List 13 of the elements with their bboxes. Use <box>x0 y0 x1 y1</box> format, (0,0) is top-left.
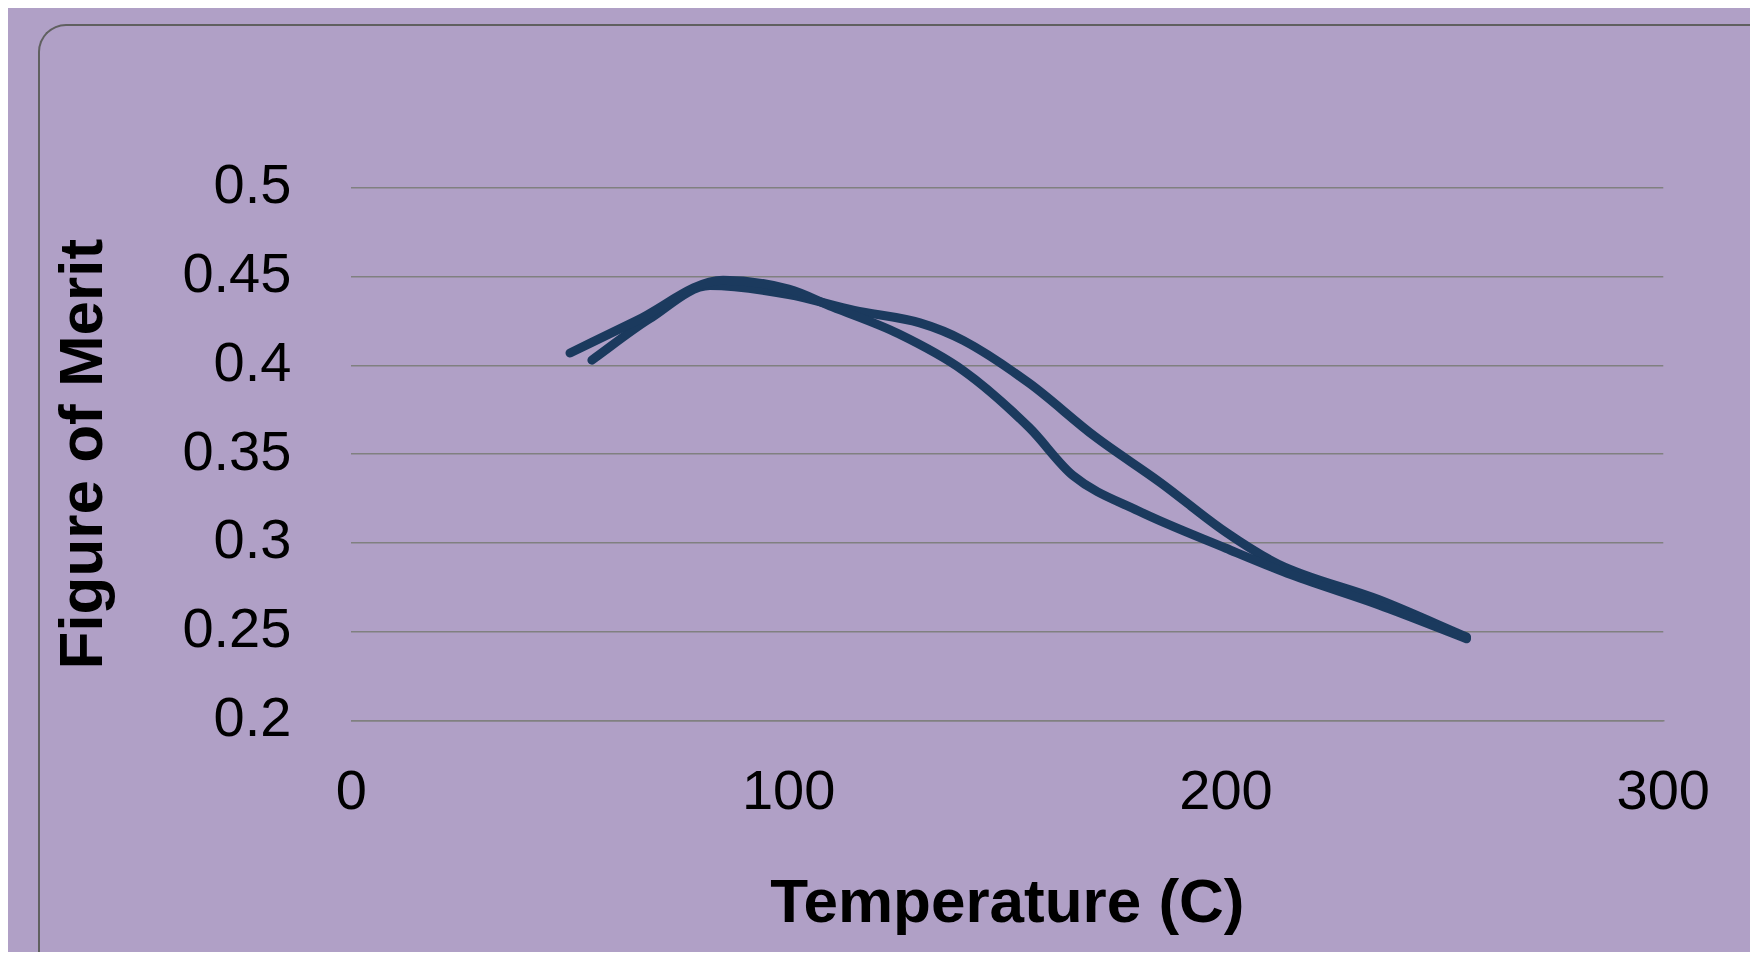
y-tick-label: 0.35 <box>182 418 292 482</box>
x-tick-label: 200 <box>1179 758 1273 822</box>
x-tick-label: 100 <box>741 758 836 822</box>
y-tick-label: 0.5 <box>213 152 292 216</box>
y-tick-label: 0.2 <box>213 684 292 748</box>
y-tick-label: 0.45 <box>182 241 292 305</box>
x-tick-label: 300 <box>1616 758 1710 822</box>
y-tick-label: 0.3 <box>213 507 292 571</box>
y-tick-label: 0.4 <box>213 329 292 393</box>
y-tick-label: 0.25 <box>182 596 292 660</box>
x-tick-label: 0 <box>335 758 367 822</box>
y-axis-title: Figure of Merit <box>46 238 116 670</box>
x-axis-title: Temperature (C) <box>770 865 1245 935</box>
